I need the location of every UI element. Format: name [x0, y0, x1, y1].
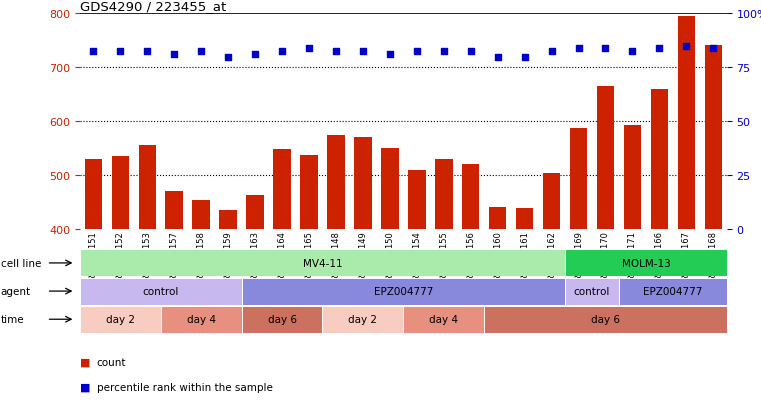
- Bar: [242, 278, 565, 305]
- Text: day 4: day 4: [186, 314, 215, 325]
- Bar: [435, 159, 453, 413]
- Bar: [193, 201, 210, 413]
- Text: MOLM-13: MOLM-13: [622, 258, 670, 268]
- Text: percentile rank within the sample: percentile rank within the sample: [97, 382, 272, 392]
- Bar: [165, 192, 183, 413]
- Bar: [484, 306, 727, 333]
- Bar: [273, 150, 291, 413]
- Point: [626, 49, 638, 55]
- Bar: [597, 87, 614, 413]
- Text: ■: ■: [80, 382, 91, 392]
- Bar: [354, 138, 371, 413]
- Bar: [301, 156, 318, 413]
- Bar: [112, 157, 129, 413]
- Point: [707, 46, 719, 52]
- Text: control: control: [142, 286, 179, 297]
- Text: ■: ■: [80, 357, 91, 367]
- Bar: [80, 250, 565, 277]
- Point: [680, 43, 693, 50]
- Text: GDS4290 / 223455_at: GDS4290 / 223455_at: [80, 0, 226, 13]
- Bar: [516, 209, 533, 413]
- Point: [303, 46, 315, 52]
- Bar: [489, 208, 506, 413]
- Point: [653, 46, 665, 52]
- Text: MV4-11: MV4-11: [303, 258, 342, 268]
- Point: [195, 49, 207, 55]
- Point: [384, 51, 396, 58]
- Text: EPZ004777: EPZ004777: [643, 286, 702, 297]
- Bar: [408, 170, 425, 413]
- Point: [492, 54, 504, 61]
- Point: [518, 54, 530, 61]
- Text: day 4: day 4: [429, 314, 458, 325]
- Bar: [161, 306, 242, 333]
- Point: [276, 49, 288, 55]
- Point: [88, 49, 100, 55]
- Bar: [80, 306, 161, 333]
- Point: [222, 54, 234, 61]
- Text: day 2: day 2: [349, 314, 377, 325]
- Bar: [323, 306, 403, 333]
- Point: [114, 49, 126, 55]
- Point: [572, 46, 584, 52]
- Point: [357, 49, 369, 55]
- Bar: [80, 278, 242, 305]
- Text: day 6: day 6: [268, 314, 297, 325]
- Bar: [705, 45, 722, 413]
- Bar: [565, 278, 619, 305]
- Point: [438, 49, 450, 55]
- Bar: [403, 306, 484, 333]
- Bar: [677, 17, 695, 413]
- Point: [546, 49, 558, 55]
- Bar: [242, 306, 323, 333]
- Bar: [651, 90, 668, 413]
- Text: count: count: [97, 357, 126, 367]
- Point: [249, 51, 261, 58]
- Bar: [381, 149, 399, 413]
- Bar: [462, 165, 479, 413]
- Point: [465, 49, 477, 55]
- Bar: [570, 128, 587, 413]
- Point: [330, 49, 342, 55]
- Text: time: time: [1, 314, 24, 325]
- Bar: [624, 126, 642, 413]
- Point: [168, 51, 180, 58]
- Bar: [327, 135, 345, 413]
- Point: [142, 49, 154, 55]
- Text: EPZ004777: EPZ004777: [374, 286, 433, 297]
- Bar: [565, 250, 727, 277]
- Point: [411, 49, 423, 55]
- Point: [600, 46, 612, 52]
- Bar: [219, 210, 237, 413]
- Text: control: control: [574, 286, 610, 297]
- Bar: [84, 159, 102, 413]
- Bar: [543, 174, 560, 413]
- Text: day 6: day 6: [591, 314, 620, 325]
- Bar: [139, 146, 156, 413]
- Bar: [247, 196, 264, 413]
- Text: day 2: day 2: [106, 314, 135, 325]
- Text: agent: agent: [1, 286, 31, 297]
- Bar: [619, 278, 727, 305]
- Text: cell line: cell line: [1, 258, 41, 268]
